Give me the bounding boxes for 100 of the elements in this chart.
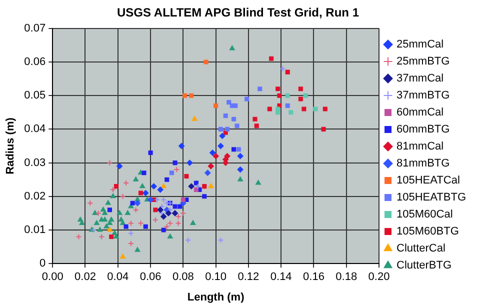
legend-label: 60mmCal — [396, 106, 444, 119]
point — [100, 206, 106, 212]
point — [108, 216, 114, 222]
point — [107, 208, 112, 212]
point — [277, 93, 282, 98]
point — [244, 96, 250, 102]
point — [188, 183, 194, 190]
point — [214, 103, 218, 108]
point — [167, 220, 174, 226]
point — [172, 210, 178, 216]
x-tick-label: 0.18 — [336, 271, 358, 284]
point — [180, 210, 186, 216]
x-tick-label: 0.02 — [74, 271, 96, 284]
point — [204, 60, 208, 64]
point — [303, 93, 308, 98]
x-tick-label: 0.08 — [172, 271, 194, 284]
point — [138, 220, 144, 226]
point — [148, 150, 153, 155]
point — [134, 200, 140, 206]
point — [94, 220, 100, 226]
point — [118, 216, 124, 222]
point — [313, 106, 318, 112]
point — [234, 124, 240, 128]
point — [132, 206, 139, 213]
x-tick-label: 0.20 — [368, 271, 390, 284]
point — [97, 227, 103, 232]
point — [204, 170, 211, 176]
point — [125, 210, 130, 215]
point — [104, 224, 110, 228]
point — [288, 110, 294, 115]
y-tick-label: 0.02 — [24, 190, 46, 202]
x-tick-label: 0.10 — [205, 271, 227, 284]
legend-label: 105M60Cal — [396, 208, 453, 221]
point — [105, 200, 111, 205]
legend-label: 37mmCal — [396, 72, 444, 85]
y-tick-label: 0.07 — [24, 22, 46, 34]
point — [120, 193, 126, 200]
point — [218, 143, 224, 149]
y-tick-label: 0.05 — [24, 90, 46, 102]
point — [164, 177, 170, 182]
point — [252, 116, 258, 122]
point — [134, 247, 140, 252]
point — [224, 126, 230, 132]
point — [172, 160, 178, 166]
point — [226, 100, 232, 105]
point — [150, 183, 157, 190]
point — [178, 204, 182, 209]
point — [153, 208, 158, 212]
point — [143, 224, 148, 229]
point — [142, 190, 149, 196]
point — [152, 216, 158, 223]
x-tick-label: 0.12 — [238, 271, 260, 284]
point — [106, 160, 113, 166]
point — [231, 116, 236, 122]
point — [148, 196, 154, 203]
point — [298, 96, 303, 102]
point — [128, 230, 134, 236]
point — [238, 176, 243, 182]
legend-label: 81mmBTG — [396, 158, 450, 170]
point — [254, 124, 259, 128]
point — [218, 126, 223, 132]
legend-label: ClutterCal — [396, 242, 446, 255]
y-tick-label: 0.04 — [24, 123, 46, 136]
x-tick-label: 0.04 — [107, 271, 129, 284]
point — [140, 183, 146, 188]
point — [189, 93, 194, 98]
point — [98, 234, 105, 240]
point — [164, 224, 170, 230]
point — [285, 93, 290, 98]
point — [142, 170, 146, 176]
point — [110, 193, 116, 198]
x-tick-label: 0.16 — [303, 271, 324, 284]
point — [229, 46, 235, 50]
point — [116, 163, 123, 170]
point — [190, 220, 196, 226]
point — [92, 210, 98, 215]
point — [236, 147, 241, 152]
legend-label: 105HEATCal — [396, 174, 460, 187]
point — [124, 224, 128, 229]
legend-label: 25mmCal — [396, 38, 444, 51]
point — [276, 110, 280, 115]
point — [267, 106, 272, 112]
point — [202, 194, 207, 199]
point — [133, 176, 139, 182]
point — [185, 237, 192, 244]
y-axis-title: Radius (m) — [4, 117, 17, 174]
legend-label: 105HEATBTG — [396, 192, 466, 204]
chart-title: USGS ALLTEM APG Blind Test Grid, Run 1 — [116, 6, 360, 20]
point — [182, 93, 188, 98]
point — [79, 220, 85, 226]
point — [194, 183, 201, 190]
legend-label: 81mmCal — [396, 140, 444, 153]
point — [210, 150, 216, 156]
point — [114, 184, 119, 189]
point — [95, 210, 102, 216]
point — [161, 228, 166, 232]
point — [172, 204, 178, 209]
point — [321, 126, 326, 132]
point — [186, 160, 193, 166]
point — [208, 163, 214, 170]
